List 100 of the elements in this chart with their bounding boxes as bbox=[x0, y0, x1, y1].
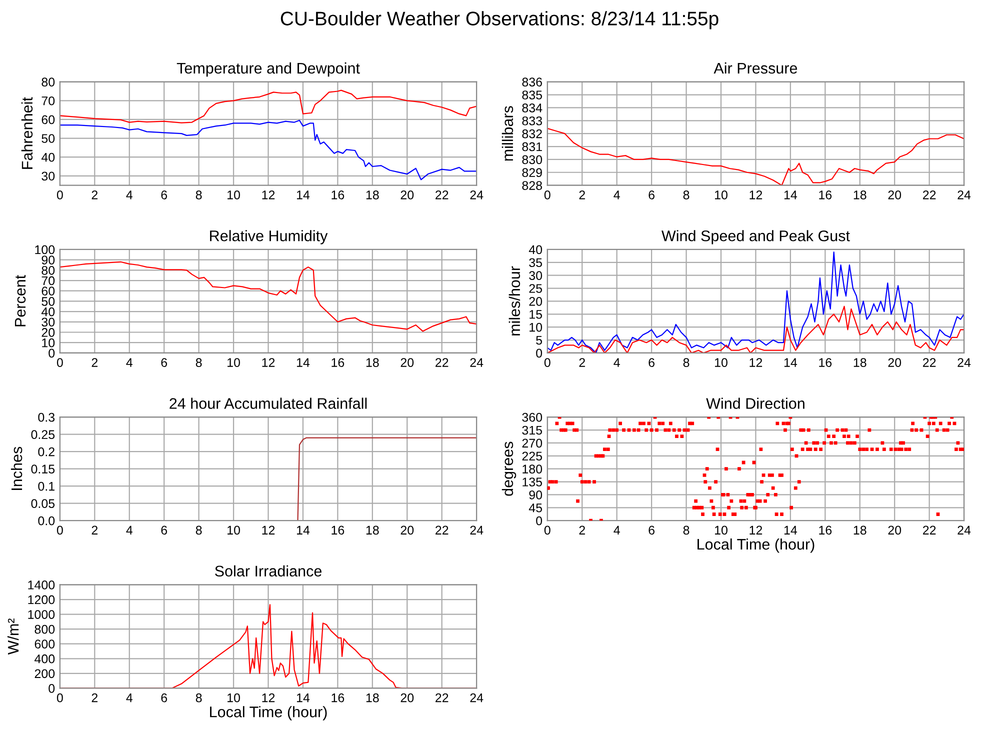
y-axis-title: miles/hour bbox=[508, 266, 520, 336]
x-tick-label: 4 bbox=[126, 358, 132, 367]
x-tick-label: 8 bbox=[683, 190, 690, 200]
y-tick-label: 270 bbox=[522, 438, 542, 448]
y-tick-label: 30 bbox=[42, 318, 55, 327]
line-series bbox=[60, 90, 477, 124]
x-tick-label: 0 bbox=[56, 526, 63, 535]
x-tick-label: 6 bbox=[648, 526, 654, 535]
x-tick-label: 24 bbox=[958, 526, 971, 534]
x-tick-label: 20 bbox=[400, 190, 414, 200]
y-tick-label: 834 bbox=[522, 104, 542, 112]
y-axis-title: Percent bbox=[14, 274, 26, 326]
y-tick-label: 90 bbox=[529, 490, 542, 500]
x-tick-label: 12 bbox=[750, 190, 762, 200]
y-tick-label: 70 bbox=[42, 96, 55, 106]
y-tick-label: 360 bbox=[522, 412, 542, 422]
x-tick-label: 14 bbox=[296, 694, 310, 702]
y-tick-label: 1200 bbox=[28, 595, 55, 604]
x-tick-label: 4 bbox=[614, 526, 620, 534]
x-tick-label: 16 bbox=[819, 526, 832, 535]
x-tick-label: 14 bbox=[784, 190, 798, 200]
x-tick-label: 8 bbox=[683, 358, 690, 367]
x-tick-label: 0 bbox=[544, 358, 550, 367]
y-tick-label: 836 bbox=[522, 78, 542, 86]
y-tick-label: 70 bbox=[42, 276, 55, 286]
y-tick-label: 1000 bbox=[28, 610, 55, 619]
y-tick-label: 20 bbox=[529, 297, 542, 306]
x-axis-title: Local Time (hour) bbox=[210, 706, 327, 720]
x-tick-label: 20 bbox=[888, 526, 902, 535]
x-tick-label: 22 bbox=[922, 190, 936, 200]
x-tick-label: 10 bbox=[228, 190, 240, 200]
y-tick-label: 45 bbox=[528, 504, 542, 512]
x-tick-label: 22 bbox=[922, 526, 936, 534]
chart-title: Temperature and Dewpoint bbox=[176, 62, 360, 77]
y-axis-title: degrees bbox=[502, 442, 516, 496]
y-tick-label: 0 bbox=[536, 516, 542, 526]
line-series bbox=[60, 261, 477, 332]
y-tick-label: 80 bbox=[42, 78, 55, 86]
x-tick-label: 12 bbox=[262, 190, 275, 200]
y-tick-label: 800 bbox=[34, 624, 55, 634]
x-tick-label: 16 bbox=[332, 358, 344, 367]
x-tick-label: 18 bbox=[366, 190, 379, 200]
x-tick-label: 24 bbox=[470, 190, 484, 200]
x-tick-label: 0 bbox=[56, 693, 63, 702]
x-tick-label: 0 bbox=[56, 190, 63, 200]
x-tick-label: 2 bbox=[92, 526, 98, 534]
y-tick-label: 831 bbox=[522, 142, 542, 152]
y-tick-label: 20 bbox=[42, 328, 55, 337]
x-tick-label: 8 bbox=[196, 190, 202, 200]
y-tick-label: 135 bbox=[522, 478, 542, 486]
x-tick-label: 4 bbox=[126, 190, 132, 200]
y-tick-label: 30 bbox=[529, 271, 542, 280]
x-tick-label: 2 bbox=[92, 190, 98, 200]
x-tick-label: 0 bbox=[544, 190, 550, 200]
x-tick-label: 10 bbox=[228, 358, 240, 367]
y-tick-label: 180 bbox=[522, 464, 542, 474]
y-tick-label: 400 bbox=[34, 654, 55, 664]
y-tick-label: 830 bbox=[522, 155, 542, 164]
x-tick-label: 8 bbox=[196, 358, 202, 367]
x-tick-label: 6 bbox=[161, 358, 168, 367]
x-tick-label: 18 bbox=[366, 526, 379, 535]
x-tick-label: 4 bbox=[126, 526, 132, 534]
y-tick-label: 100 bbox=[35, 245, 55, 254]
y-tick-label: 60 bbox=[42, 286, 55, 296]
y-tick-label: 40 bbox=[528, 245, 542, 254]
y-tick-label: 835 bbox=[522, 90, 542, 100]
y-tick-label: 225 bbox=[522, 452, 542, 461]
y-axis-title: millibars bbox=[502, 106, 514, 161]
y-tick-label: 0.05 bbox=[31, 499, 55, 508]
x-tick-label: 4 bbox=[614, 190, 620, 200]
x-tick-label: 16 bbox=[332, 693, 344, 702]
y-tick-label: 1400 bbox=[28, 580, 55, 590]
y-tick-label: 60 bbox=[42, 115, 55, 124]
y-tick-label: 0.0 bbox=[38, 516, 55, 526]
x-tick-label: 24 bbox=[958, 190, 971, 200]
x-tick-label: 4 bbox=[614, 358, 620, 367]
x-tick-label: 12 bbox=[262, 526, 275, 534]
line-series bbox=[547, 252, 964, 353]
x-tick-label: 20 bbox=[400, 358, 414, 367]
x-tick-label: 6 bbox=[161, 693, 168, 702]
x-tick-label: 22 bbox=[436, 190, 448, 200]
y-axis-title: Inches bbox=[10, 446, 22, 490]
chart-title: 24 hour Accumulated Rainfall bbox=[170, 398, 367, 409]
x-tick-label: 22 bbox=[436, 693, 448, 702]
x-tick-label: 16 bbox=[332, 190, 344, 200]
x-tick-label: 22 bbox=[436, 358, 448, 367]
x-tick-label: 24 bbox=[958, 358, 971, 367]
y-tick-label: 0.15 bbox=[31, 464, 55, 474]
x-tick-label: 0 bbox=[56, 358, 63, 367]
y-tick-label: 40 bbox=[41, 152, 55, 162]
y-tick-label: 600 bbox=[34, 640, 55, 649]
x-tick-label: 24 bbox=[470, 526, 484, 534]
x-tick-label: 16 bbox=[332, 526, 344, 535]
x-tick-label: 14 bbox=[784, 526, 798, 534]
x-tick-label: 16 bbox=[819, 190, 832, 200]
y-tick-label: 200 bbox=[34, 669, 55, 678]
chart-title: Relative Humidity bbox=[210, 230, 328, 244]
y-tick-label: 30 bbox=[42, 172, 55, 181]
x-tick-label: 10 bbox=[715, 190, 728, 200]
line-series bbox=[60, 120, 477, 180]
